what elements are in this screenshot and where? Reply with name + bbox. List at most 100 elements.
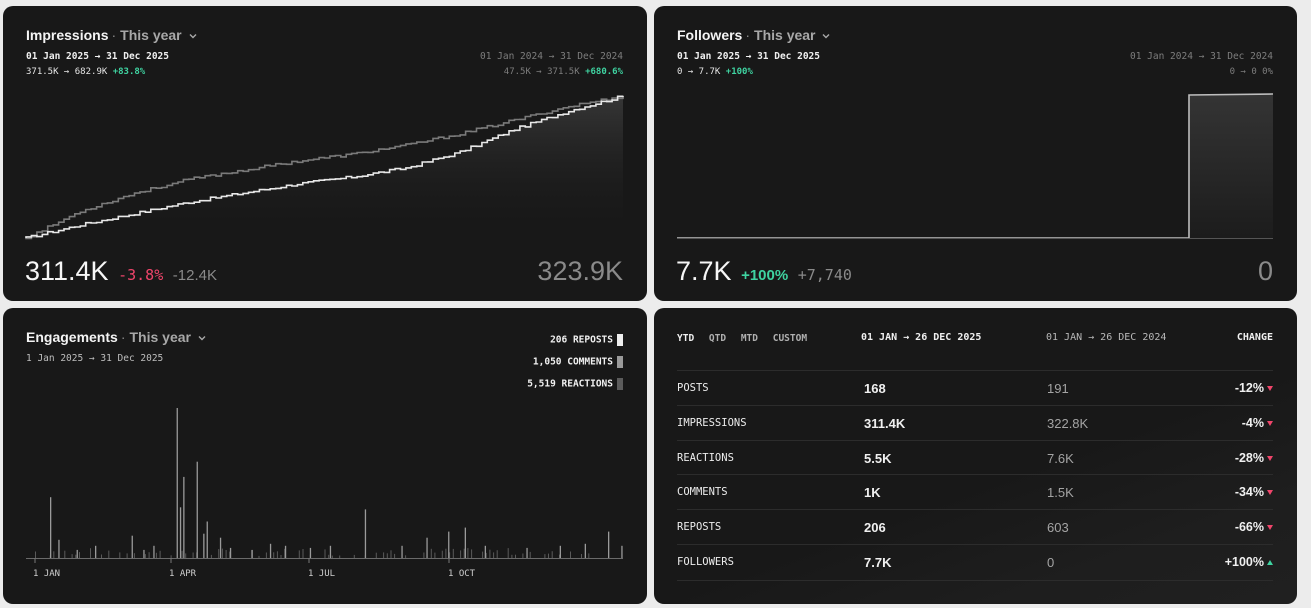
impressions-current-line [25,95,624,238]
engagement-bar-minor [265,552,267,558]
change-value: -12% [1235,381,1273,395]
followers-period-select[interactable]: This year [754,27,816,43]
followers-title-row[interactable]: Followers · This year [677,27,831,43]
impressions-previous-values-text: 47.5K → 371.5K [503,67,580,77]
engagement-bar [526,547,528,558]
engagement-bar-minor [53,551,55,558]
tab-mtd[interactable]: MTD [740,333,758,344]
engagement-bar-minor [544,554,546,558]
engagement-bar-minor [588,553,590,558]
engagement-bar-minor [276,551,278,558]
chevron-down-icon[interactable] [197,333,207,343]
followers-previous-values-text: 0 → 0 [1229,67,1257,77]
legend-reposts-swatch [617,334,623,346]
engagement-bar [153,545,155,558]
engagement-bar-minor [144,554,146,558]
engagement-bar-minor [452,548,454,558]
metric-label: FOLLOWERS [677,556,734,568]
engagement-bar-minor [90,548,91,558]
previous-value: 322.8K [1047,416,1089,431]
legend-reactions-label: 5,519 REACTIONS [527,378,613,390]
engagement-bar-minor [339,555,341,558]
change-value: -28% [1235,451,1273,465]
impressions-current-values: 371.5K → 682.9K +83.8% [26,67,145,77]
engagements-period-select[interactable]: This year [129,329,191,345]
engagement-bar [203,533,205,558]
impressions-card: Impressions · This year 01 Jan 2025 → 31 D… [3,6,647,301]
engagement-bar [584,543,586,558]
previous-value: 191 [1047,381,1069,396]
arrow-down-icon [1267,490,1273,496]
followers-total: 7.7K +100% +7,740 [676,256,852,287]
engagement-bar-minor [155,552,157,558]
engagement-bar-minor [559,554,560,558]
period-tabs: YTD QTD MTD CUSTOM [677,333,816,344]
header-current-period: 01 JAN → 26 DEC 2025 [861,332,982,343]
engagement-bar-minor [258,555,260,558]
engagement-bar-minor [328,554,330,558]
change-value: -66% [1235,520,1273,534]
engagement-bar-minor [390,550,392,558]
legend-reposts-label: 206 REPOSTS [550,334,613,346]
engagement-bar-minor [515,554,516,558]
engagement-bar [464,527,466,558]
engagement-bar [426,537,428,558]
table-row-reposts: REPOSTS 206 603 -66% [677,509,1273,545]
tab-ytd[interactable]: YTD [677,333,695,344]
change-value: -4% [1242,416,1273,430]
impressions-title-row[interactable]: Impressions · This year [26,27,198,43]
engagement-bar-minor [101,554,102,558]
change-text: -66% [1234,520,1264,534]
engagement-bar-minor [551,551,553,558]
legend-comments-swatch [617,356,623,368]
engagement-bar-minor [298,550,300,558]
engagement-bar [229,547,232,558]
chevron-down-icon[interactable] [188,31,198,41]
followers-previous-range: 01 Jan 2024 → 31 Dec 2024 [1130,51,1273,62]
change-value: -34% [1235,485,1273,499]
impressions-period-select[interactable]: This year [120,27,182,43]
followers-area [1189,95,1273,238]
change-text: -34% [1234,485,1264,499]
engagement-bar-minor [507,548,509,558]
tab-qtd[interactable]: QTD [708,333,727,344]
chevron-down-icon[interactable] [821,31,831,41]
change-text: -12% [1234,381,1264,395]
impressions-previous-line [25,96,624,240]
engagement-bar [183,476,185,558]
engagement-bar [284,545,287,558]
engagement-bar-minor [280,555,282,558]
engagement-bar [131,535,133,558]
engagement-bar-minor [273,552,275,558]
tab-custom[interactable]: CUSTOM [772,333,808,344]
engagement-bar-minor [441,550,443,558]
engagement-bar-minor [192,552,194,558]
engagement-bar-minor [423,552,425,558]
engagement-bar-minor [581,554,582,558]
metric-label: POSTS [677,382,709,394]
engagement-bar-minor [485,552,487,558]
arrow-down-icon [1267,525,1273,531]
legend-reposts: 206 REPOSTS [550,334,623,346]
impressions-delta-abs: -12.4K [172,267,217,284]
engagement-bar-minor [71,554,73,558]
engagement-bar-minor [284,548,286,558]
engagement-bar-minor [522,553,524,558]
engagement-bar-minor [331,555,333,558]
legend-reactions-swatch [617,378,623,390]
previous-value: 0 [1047,555,1055,570]
x-tick-jan: 1 JAN [33,569,61,579]
engagement-bar [484,545,486,558]
current-value: 1K [864,485,881,500]
engagements-title: Engagements [26,329,118,345]
engagement-bar-minor [126,553,128,558]
engagement-bar-minor [225,550,227,558]
arrow-down-icon [1267,456,1273,462]
engagements-title-row[interactable]: Engagements · This year [26,329,207,345]
engagement-bar-minor [463,548,465,558]
impressions-previous-change: +680.6% [585,67,623,77]
engagements-range: 1 Jan 2025 → 31 Dec 2025 [26,353,164,364]
followers-current-values-text: 0 → 7.7K [677,67,721,77]
current-value: 5.5K [864,451,892,466]
engagement-bar-minor [64,550,66,558]
